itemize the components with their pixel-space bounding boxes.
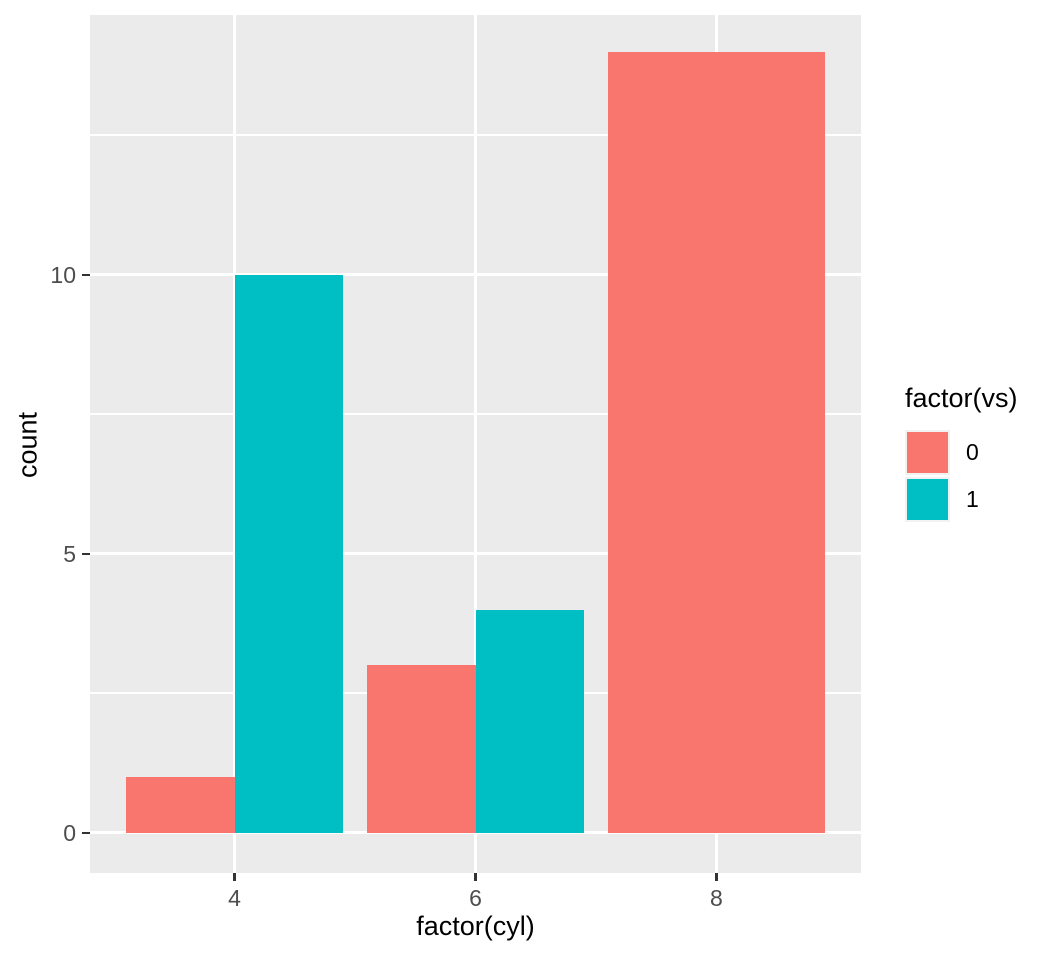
legend-label: 0 [966, 439, 979, 465]
y-tick-label: 10 [50, 261, 76, 288]
legend-entry: 1 [905, 477, 1018, 522]
y-tick-mark [82, 273, 90, 277]
legend-swatch-1 [907, 479, 948, 520]
legend-key [905, 477, 950, 522]
legend-label: 1 [966, 486, 979, 512]
x-tick-mark [474, 873, 477, 881]
y-axis-title: count [12, 411, 43, 479]
x-axis-title: factor(cyl) [416, 911, 535, 941]
x-tick-mark [715, 873, 718, 881]
x-tick-label: 6 [469, 885, 482, 911]
gridline-major [474, 15, 477, 873]
y-tick-mark [82, 831, 90, 835]
bar-cyl8-vs0 [608, 51, 825, 833]
legend: factor(vs) 0 1 [905, 383, 1018, 524]
x-tick-label: 8 [710, 885, 723, 911]
bar-cyl4-vs0 [126, 777, 235, 833]
x-tick-label: 4 [228, 885, 241, 911]
legend-entry: 0 [905, 430, 1018, 475]
bar-cyl6-vs0 [367, 665, 476, 833]
bar-cyl4-vs1 [234, 274, 343, 833]
legend-swatch-0 [907, 432, 948, 473]
legend-title: factor(vs) [905, 383, 1018, 413]
plot-panel [90, 15, 861, 873]
legend-key [905, 430, 950, 475]
bar-cyl6-vs1 [475, 609, 584, 833]
y-tick-label: 5 [63, 540, 76, 567]
y-tick-label: 0 [63, 819, 76, 846]
y-tick-mark [82, 552, 90, 556]
x-tick-mark [233, 873, 236, 881]
